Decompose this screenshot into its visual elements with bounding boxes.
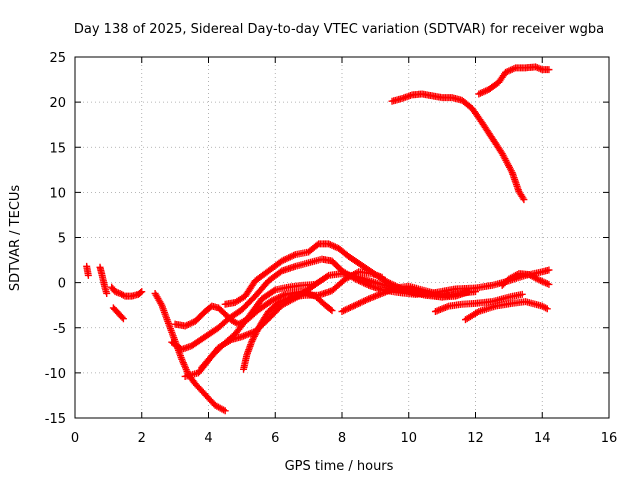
y-tick-label: 20 (49, 96, 66, 111)
data-point (445, 291, 453, 299)
y-axis-label: SDTVAR / TECUs (8, 185, 23, 292)
data-point (118, 313, 126, 321)
series-arc-17 (475, 63, 553, 98)
data-point (327, 306, 335, 314)
data-point (138, 288, 146, 296)
x-tick-label: 8 (338, 431, 346, 446)
series-arc-3 (108, 283, 146, 300)
data-point (545, 280, 553, 288)
data-point (545, 66, 553, 74)
x-tick-label: 14 (534, 431, 551, 446)
x-tick-label: 2 (138, 431, 146, 446)
series-arc-9 (198, 280, 319, 371)
series-arc-1 (83, 262, 92, 279)
grid-lines (75, 57, 609, 418)
series-arc-2 (96, 263, 111, 297)
y-tick-label: 15 (49, 141, 66, 156)
x-tick-label: 16 (601, 431, 618, 446)
y-tick-label: 25 (49, 51, 66, 66)
data-point (313, 241, 321, 249)
x-tick-labels: 0 2 4 6 8 10 12 14 16 (71, 431, 617, 446)
data-point (543, 305, 551, 313)
series-arc-4 (109, 304, 127, 323)
y-tick-label: -15 (45, 412, 66, 427)
data-point (221, 407, 229, 415)
series-arc-8 (181, 270, 479, 380)
y-tick-label: 5 (58, 232, 66, 247)
data-point (84, 271, 92, 279)
data-point (119, 315, 127, 323)
y-tick-label: 10 (49, 186, 66, 201)
data-point (519, 194, 527, 202)
data-point (465, 288, 473, 296)
data-point (311, 280, 319, 288)
data-point (328, 307, 336, 315)
data-point (323, 272, 331, 280)
series-arc-16 (388, 90, 528, 204)
data-point (545, 266, 553, 274)
axis-ticks (74, 56, 610, 419)
data-point (518, 290, 526, 298)
series-arc-12 (338, 282, 453, 316)
x-tick-label: 10 (400, 431, 417, 446)
series-arc-14 (461, 298, 551, 324)
y-tick-label: -5 (53, 322, 66, 337)
data-point (270, 287, 278, 295)
x-tick-label: 0 (71, 431, 79, 446)
data-point (378, 273, 386, 281)
chart-title: Day 138 of 2025, Sidereal Day-to-day VTE… (74, 22, 604, 37)
x-tick-label: 12 (467, 431, 484, 446)
x-tick-label: 4 (204, 431, 212, 446)
data-point (137, 289, 145, 297)
series-arc-15 (498, 270, 553, 289)
data-point (520, 196, 528, 204)
data-points (83, 63, 553, 415)
x-axis-label: GPS time / hours (285, 459, 394, 474)
data-point (472, 288, 479, 296)
data-point (103, 289, 111, 297)
x-tick-label: 6 (271, 431, 279, 446)
series-arc-13 (431, 290, 526, 316)
y-tick-label: 0 (58, 277, 66, 292)
y-tick-labels: -15 -10 -5 0 5 10 15 20 25 (45, 51, 66, 427)
series-arc-11 (240, 268, 386, 373)
y-tick-label: -10 (45, 367, 66, 382)
